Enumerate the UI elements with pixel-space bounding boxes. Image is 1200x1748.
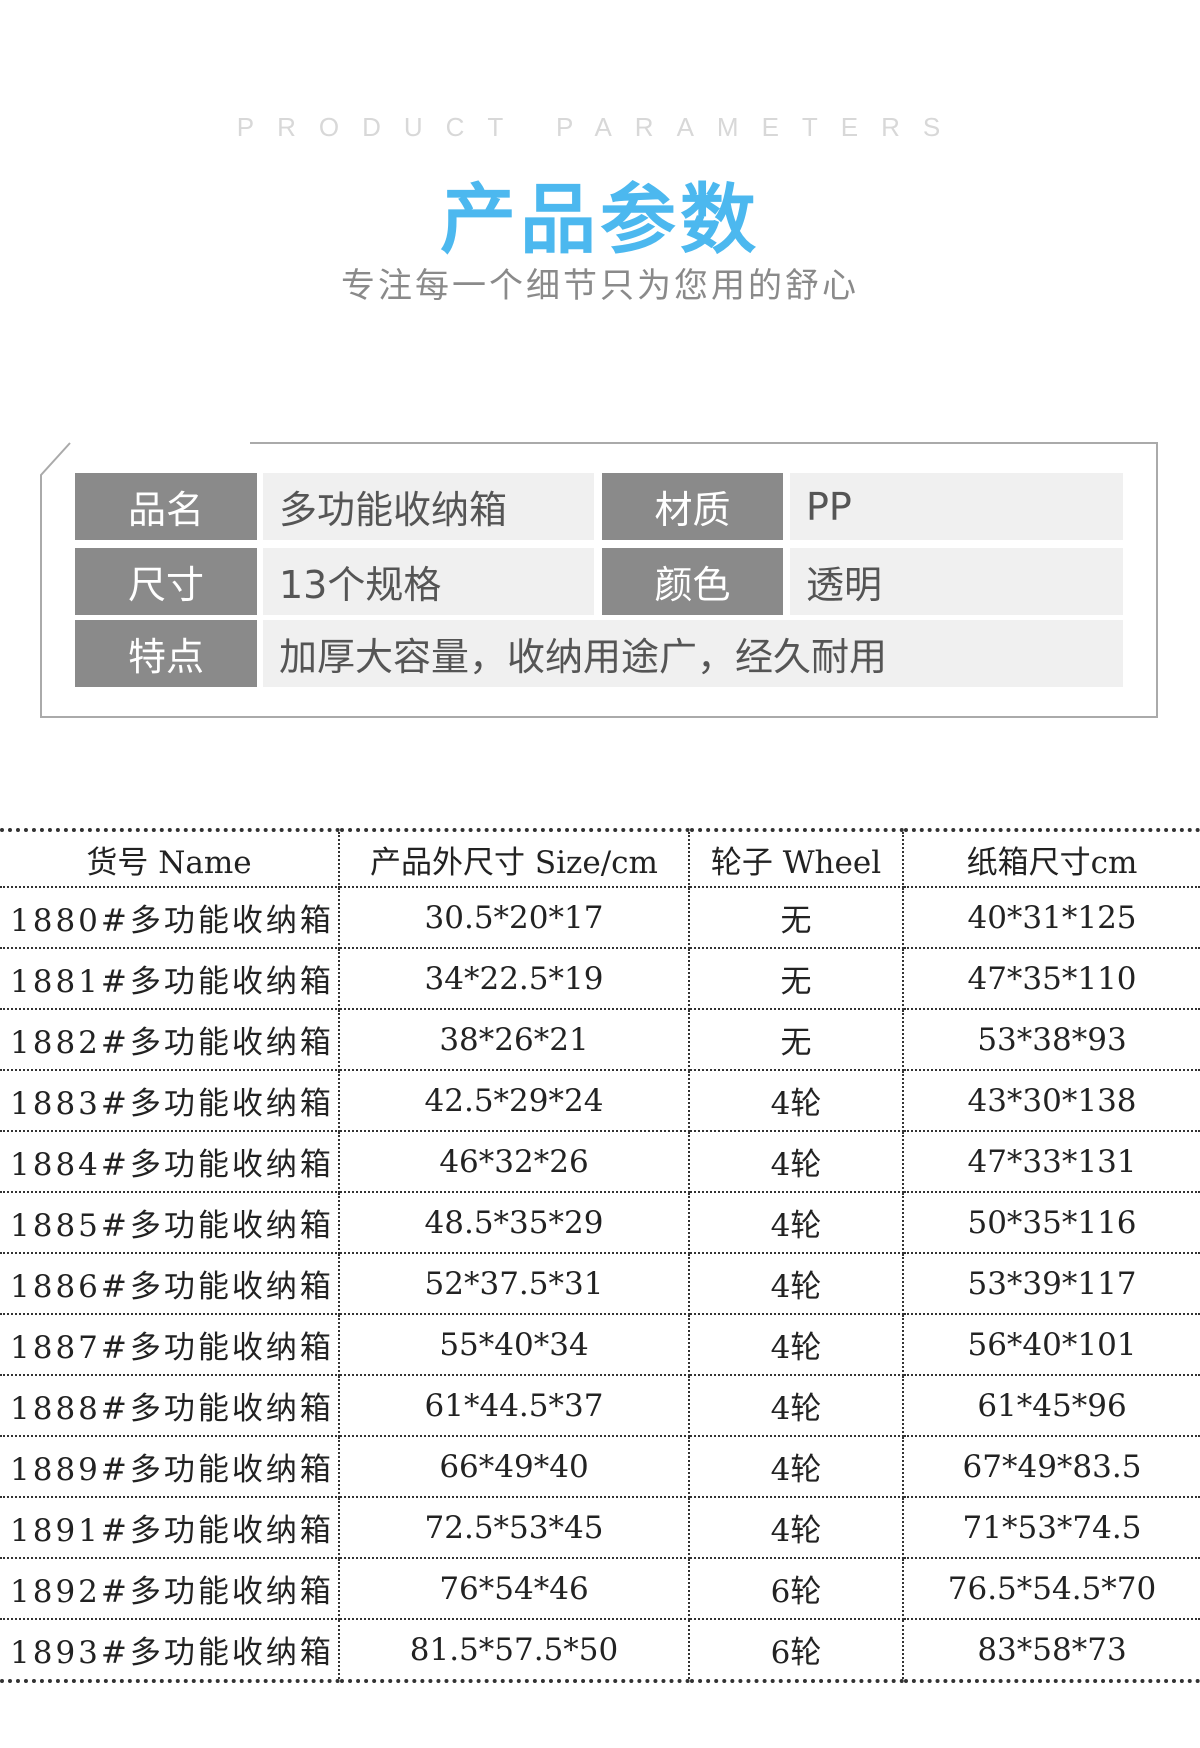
header-name: 货号 Name bbox=[0, 828, 340, 888]
cell-wheel: 4轮 bbox=[688, 1374, 904, 1437]
page-subtitle: 专注每一个细节只为您用的舒心 bbox=[341, 266, 859, 306]
cell-wheel: 6轮 bbox=[688, 1618, 904, 1683]
cell-name: 1888#多功能收纳箱 bbox=[0, 1374, 340, 1437]
cell-name: 1887#多功能收纳箱 bbox=[0, 1313, 340, 1376]
cell-carton: 43*30*138 bbox=[902, 1069, 1200, 1132]
cell-wheel: 4轮 bbox=[688, 1313, 904, 1376]
cell-wheel: 4轮 bbox=[688, 1191, 904, 1254]
cell-size: 46*32*26 bbox=[338, 1130, 690, 1193]
value-name: 多功能收纳箱 bbox=[263, 473, 594, 540]
value-feature: 加厚大容量，收纳用途广，经久耐用 bbox=[263, 620, 1123, 687]
cell-name: 1893#多功能收纳箱 bbox=[0, 1618, 340, 1683]
label-color: 颜色 bbox=[602, 548, 783, 615]
cell-name: 1884#多功能收纳箱 bbox=[0, 1130, 340, 1193]
cell-carton: 67*49*83.5 bbox=[902, 1435, 1200, 1498]
table-row: 1892#多功能收纳箱 76*54*46 6轮 76.5*54.5*70 bbox=[0, 1557, 1200, 1620]
value-size: 13个规格 bbox=[263, 548, 594, 615]
cell-name: 1885#多功能收纳箱 bbox=[0, 1191, 340, 1254]
cell-wheel: 4轮 bbox=[688, 1435, 904, 1498]
cell-wheel: 无 bbox=[688, 1008, 904, 1071]
cell-carton: 53*38*93 bbox=[902, 1008, 1200, 1071]
cell-size: 48.5*35*29 bbox=[338, 1191, 690, 1254]
cell-size: 72.5*53*45 bbox=[338, 1496, 690, 1559]
header-carton: 纸箱尺寸cm bbox=[902, 828, 1200, 888]
cell-carton: 53*39*117 bbox=[902, 1252, 1200, 1315]
table-row: 1888#多功能收纳箱 61*44.5*37 4轮 61*45*96 bbox=[0, 1374, 1200, 1437]
table-row: 1881#多功能收纳箱 34*22.5*19 无 47*35*110 bbox=[0, 947, 1200, 1010]
cell-size: 52*37.5*31 bbox=[338, 1252, 690, 1315]
cell-carton: 61*45*96 bbox=[902, 1374, 1200, 1437]
cell-name: 1882#多功能收纳箱 bbox=[0, 1008, 340, 1071]
label-size: 尺寸 bbox=[75, 548, 257, 615]
cell-carton: 47*33*131 bbox=[902, 1130, 1200, 1193]
info-box: 品名 多功能收纳箱 材质 PP 尺寸 13个规格 颜色 透明 特点 加厚大容量，… bbox=[40, 442, 1158, 718]
cell-wheel: 无 bbox=[688, 947, 904, 1010]
cell-wheel: 4轮 bbox=[688, 1496, 904, 1559]
table-row: 1883#多功能收纳箱 42.5*29*24 4轮 43*30*138 bbox=[0, 1069, 1200, 1132]
header-size: 产品外尺寸 Size/cm bbox=[338, 828, 690, 888]
cell-carton: 47*35*110 bbox=[902, 947, 1200, 1010]
cell-wheel: 无 bbox=[688, 886, 904, 949]
cell-wheel: 4轮 bbox=[688, 1252, 904, 1315]
cell-name: 1881#多功能收纳箱 bbox=[0, 947, 340, 1010]
table-row: 1886#多功能收纳箱 52*37.5*31 4轮 53*39*117 bbox=[0, 1252, 1200, 1315]
cell-name: 1889#多功能收纳箱 bbox=[0, 1435, 340, 1498]
value-material: PP bbox=[790, 473, 1123, 540]
cell-wheel: 4轮 bbox=[688, 1069, 904, 1132]
cell-name: 1883#多功能收纳箱 bbox=[0, 1069, 340, 1132]
table-row: 1887#多功能收纳箱 55*40*34 4轮 56*40*101 bbox=[0, 1313, 1200, 1376]
label-name: 品名 bbox=[75, 473, 257, 540]
table-row: 1884#多功能收纳箱 46*32*26 4轮 47*33*131 bbox=[0, 1130, 1200, 1193]
cell-size: 81.5*57.5*50 bbox=[338, 1618, 690, 1683]
cell-size: 76*54*46 bbox=[338, 1557, 690, 1620]
cell-size: 42.5*29*24 bbox=[338, 1069, 690, 1132]
table-row: 1880#多功能收纳箱 30.5*20*17 无 40*31*125 bbox=[0, 886, 1200, 949]
cell-name: 1892#多功能收纳箱 bbox=[0, 1557, 340, 1620]
cell-wheel: 6轮 bbox=[688, 1557, 904, 1620]
cell-size: 34*22.5*19 bbox=[338, 947, 690, 1010]
table-row: 1893#多功能收纳箱 81.5*57.5*50 6轮 83*58*73 bbox=[0, 1618, 1200, 1683]
page-title: 产品参数 bbox=[440, 175, 760, 264]
cell-name: 1886#多功能收纳箱 bbox=[0, 1252, 340, 1315]
cell-wheel: 4轮 bbox=[688, 1130, 904, 1193]
table-row: 1882#多功能收纳箱 38*26*21 无 53*38*93 bbox=[0, 1008, 1200, 1071]
cell-size: 55*40*34 bbox=[338, 1313, 690, 1376]
label-feature: 特点 bbox=[75, 620, 257, 687]
cell-carton: 76.5*54.5*70 bbox=[902, 1557, 1200, 1620]
cell-carton: 83*58*73 bbox=[902, 1618, 1200, 1683]
value-color: 透明 bbox=[790, 548, 1123, 615]
cell-size: 66*49*40 bbox=[338, 1435, 690, 1498]
cell-size: 38*26*21 bbox=[338, 1008, 690, 1071]
table-row: 1889#多功能收纳箱 66*49*40 4轮 67*49*83.5 bbox=[0, 1435, 1200, 1498]
table-row: 1885#多功能收纳箱 48.5*35*29 4轮 50*35*116 bbox=[0, 1191, 1200, 1254]
table-header-row: 货号 Name 产品外尺寸 Size/cm 轮子 Wheel 纸箱尺寸cm bbox=[0, 828, 1200, 888]
label-material: 材质 bbox=[602, 473, 783, 540]
header-wheel: 轮子 Wheel bbox=[688, 828, 904, 888]
cell-size: 61*44.5*37 bbox=[338, 1374, 690, 1437]
cell-name: 1891#多功能收纳箱 bbox=[0, 1496, 340, 1559]
spec-table: 货号 Name 产品外尺寸 Size/cm 轮子 Wheel 纸箱尺寸cm 18… bbox=[0, 828, 1200, 1683]
cell-size: 30.5*20*17 bbox=[338, 886, 690, 949]
en-title: PRODUCT PARAMETERS bbox=[236, 112, 964, 142]
cell-carton: 50*35*116 bbox=[902, 1191, 1200, 1254]
table-row: 1891#多功能收纳箱 72.5*53*45 4轮 71*53*74.5 bbox=[0, 1496, 1200, 1559]
cell-carton: 71*53*74.5 bbox=[902, 1496, 1200, 1559]
cell-carton: 56*40*101 bbox=[902, 1313, 1200, 1376]
cell-name: 1880#多功能收纳箱 bbox=[0, 886, 340, 949]
info-box-frame bbox=[40, 442, 1158, 718]
cell-carton: 40*31*125 bbox=[902, 886, 1200, 949]
